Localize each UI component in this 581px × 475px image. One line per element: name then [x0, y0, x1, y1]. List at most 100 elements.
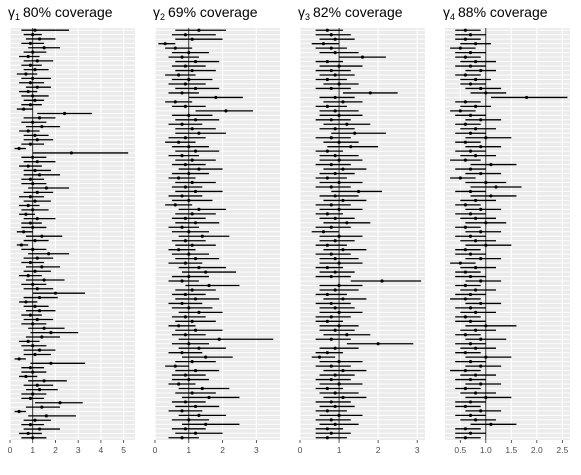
estimate-point	[180, 409, 184, 413]
estimate-point	[474, 373, 478, 377]
estimate-point	[341, 167, 345, 171]
estimate-point	[40, 234, 44, 238]
estimate-point	[345, 333, 349, 337]
estimate-point	[28, 103, 33, 107]
estimate-point	[479, 279, 483, 283]
estimate-point	[463, 73, 468, 77]
x-tick-label: 2	[376, 445, 381, 455]
estimate-point	[197, 207, 201, 211]
estimate-point	[333, 127, 337, 131]
estimate-point	[190, 288, 194, 292]
estimate-point	[474, 154, 478, 158]
estimate-point	[190, 391, 194, 395]
estimate-point	[484, 136, 488, 140]
estimate-point	[35, 138, 39, 142]
estimate-point	[463, 28, 468, 32]
estimate-point	[37, 387, 42, 392]
estimate-point	[494, 185, 498, 189]
estimate-point	[183, 373, 188, 377]
estimate-point	[190, 212, 194, 216]
estimate-point	[463, 122, 468, 126]
estimate-point	[333, 37, 337, 41]
estimate-point	[333, 216, 337, 220]
estimate-point	[329, 136, 333, 140]
estimate-point	[463, 283, 468, 288]
estimate-point	[337, 82, 341, 86]
estimate-point	[329, 337, 333, 341]
estimate-point	[368, 91, 372, 95]
estimate-point	[329, 118, 333, 122]
estimate-point	[468, 400, 473, 404]
estimate-point	[180, 194, 184, 198]
estimate-point	[180, 351, 184, 355]
estimate-point	[187, 230, 191, 234]
estimate-point	[337, 113, 341, 117]
estimate-point	[33, 168, 37, 173]
x-tick-label: 2	[220, 445, 225, 455]
estimate-point	[325, 319, 329, 323]
estimate-point	[31, 436, 35, 440]
panel-background	[155, 28, 280, 440]
estimate-point	[325, 265, 329, 270]
estimate-point	[193, 404, 198, 409]
estimate-point	[26, 54, 30, 59]
estimate-point	[333, 373, 337, 377]
x-tick-label: 0	[153, 445, 158, 455]
estimate-point	[329, 377, 333, 382]
estimate-point	[337, 283, 341, 288]
estimate-point	[474, 265, 478, 270]
estimate-point	[463, 436, 468, 440]
estimate-point	[40, 405, 44, 409]
estimate-point	[28, 142, 33, 146]
estimate-point	[468, 360, 473, 364]
estimate-point	[333, 257, 337, 261]
x-tick-label: 1	[30, 445, 35, 455]
estimate-point	[463, 315, 468, 319]
estimate-point	[193, 221, 198, 225]
x-tick-label: 2.5	[556, 445, 568, 455]
estimate-point	[329, 400, 333, 404]
estimate-point	[35, 383, 39, 387]
estimate-point	[333, 194, 337, 198]
estimate-point	[49, 331, 53, 335]
estimate-point	[468, 342, 473, 346]
estimate-point	[468, 306, 473, 310]
estimate-point	[224, 109, 228, 113]
estimate-point	[173, 364, 177, 368]
estimate-point	[474, 288, 478, 292]
estimate-point	[329, 86, 333, 91]
estimate-point	[177, 248, 181, 252]
estimate-point	[28, 81, 33, 85]
estimate-point	[484, 355, 488, 359]
estimate-point	[31, 225, 35, 230]
estimate-point	[325, 386, 329, 391]
estimate-point	[468, 292, 473, 297]
estimate-point	[468, 167, 473, 171]
estimate-point	[28, 423, 33, 427]
estimate-point	[31, 247, 35, 251]
estimate-point	[40, 265, 44, 269]
estimate-point	[187, 77, 191, 82]
estimate-point	[35, 317, 39, 322]
estimate-point	[333, 346, 337, 350]
estimate-point	[180, 436, 184, 440]
estimate-point	[187, 171, 191, 176]
estimate-point	[474, 104, 478, 108]
estimate-point	[337, 158, 341, 162]
estimate-point	[525, 95, 529, 100]
estimate-point	[479, 86, 483, 91]
estimate-point	[28, 313, 33, 317]
estimate-point	[468, 212, 473, 216]
estimate-point	[37, 173, 42, 177]
estimate-point	[337, 140, 341, 144]
estimate-point	[69, 151, 73, 155]
estimate-point	[325, 427, 329, 431]
estimate-point	[329, 225, 333, 229]
estimate-point	[183, 216, 188, 220]
estimate-point	[42, 46, 46, 50]
estimate-point	[489, 162, 493, 167]
estimate-point	[193, 59, 198, 64]
estimate-point	[468, 131, 473, 135]
estimate-point	[356, 189, 361, 194]
estimate-point	[24, 212, 28, 216]
